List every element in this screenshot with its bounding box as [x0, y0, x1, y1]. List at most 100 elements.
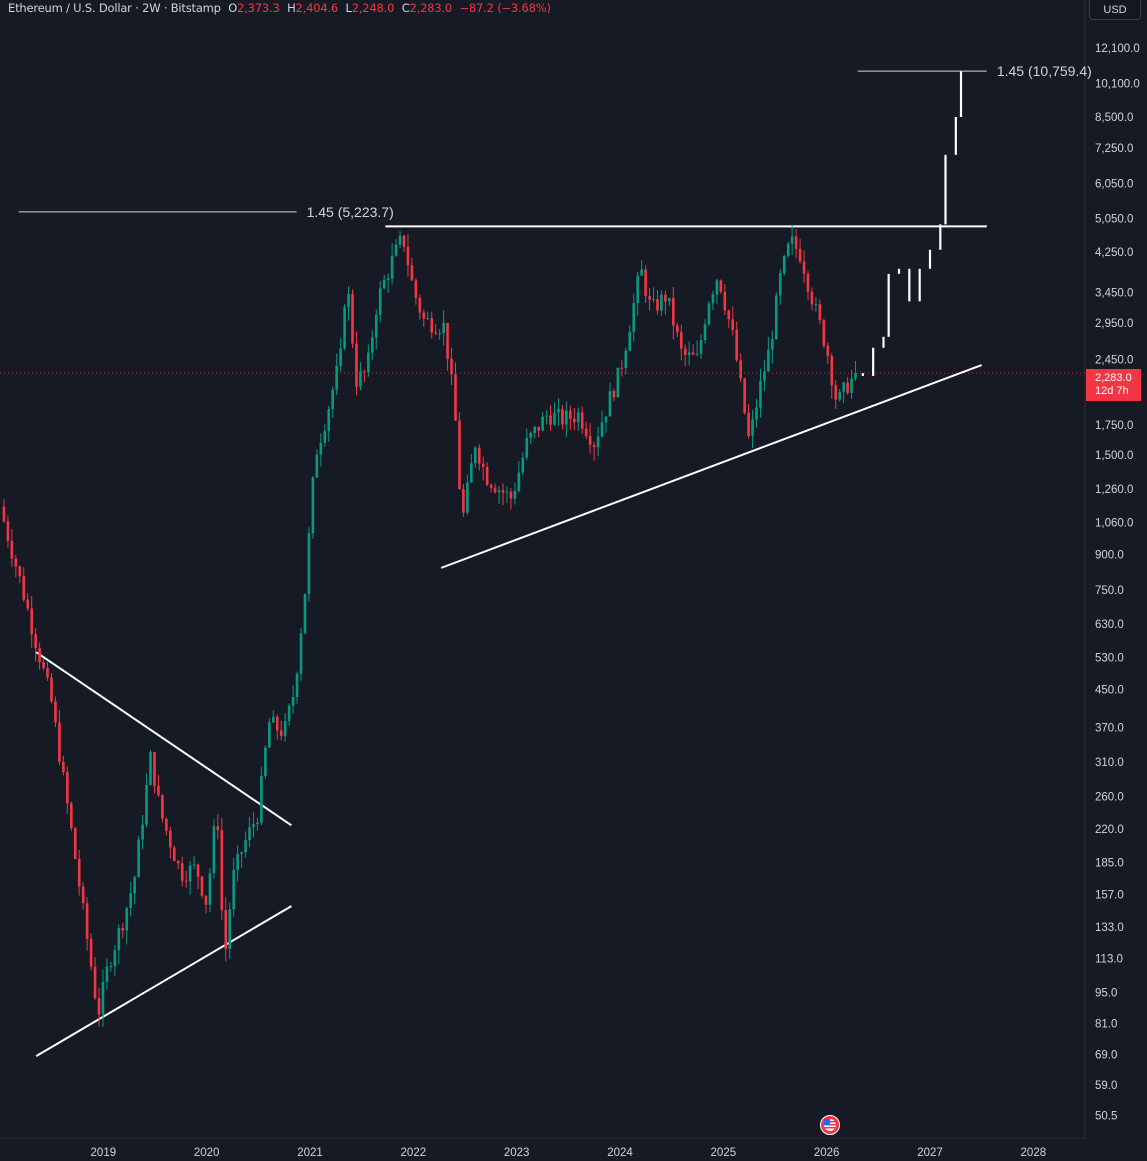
candle-body [271, 716, 275, 723]
candle-body [462, 488, 465, 513]
candle-body [386, 278, 390, 281]
candle-body [268, 722, 271, 748]
x-tick-label: 2021 [297, 1147, 323, 1159]
candle-body [224, 910, 228, 950]
candle-body [220, 830, 224, 911]
candle-body [573, 418, 576, 423]
candle-body [335, 365, 338, 390]
candle-body [731, 319, 735, 330]
candle-body [842, 382, 845, 392]
candle-body [26, 599, 30, 609]
candle-body [418, 298, 422, 313]
candle-body [624, 350, 628, 369]
candle-body [434, 332, 437, 334]
candle-body [715, 280, 719, 295]
candle-body [97, 998, 101, 1015]
candle-body [426, 318, 430, 320]
candle-body [438, 333, 441, 335]
candle-body [584, 428, 588, 436]
candle-body [454, 374, 457, 421]
candle-body [782, 256, 786, 274]
candle-body [545, 415, 548, 417]
y-tick-label: 260.0 [1095, 791, 1124, 803]
us-flag-icon[interactable] [820, 1115, 840, 1135]
candle-body [723, 291, 727, 311]
candle-body [192, 864, 196, 866]
candle-body [34, 634, 37, 649]
candle-body [169, 830, 172, 848]
x-tick-label: 2028 [1021, 1147, 1047, 1159]
candle-body [355, 343, 358, 387]
y-tick-label: 50.5 [1095, 1111, 1117, 1123]
candle-body [42, 662, 45, 669]
candle-body [703, 324, 707, 341]
y-tick-label: 81.0 [1095, 1019, 1117, 1031]
y-tick-label: 95.0 [1095, 987, 1117, 999]
candle-body [125, 908, 129, 931]
y-tick-label: 2,450.0 [1095, 354, 1133, 366]
candle-body [529, 432, 533, 438]
candle-body [485, 466, 489, 486]
trendline-lower-wedge [35, 905, 292, 1058]
candle-body [767, 349, 770, 372]
candle-body [113, 950, 117, 967]
candle-body [632, 303, 636, 332]
candle-body [200, 876, 204, 896]
candle-body [644, 269, 647, 297]
candle-body [295, 673, 299, 697]
currency-button[interactable]: USD [1089, 0, 1141, 20]
y-tick-label: 220.0 [1095, 824, 1124, 836]
candle-body [2, 506, 6, 522]
candle-body [830, 355, 834, 386]
candle-body [382, 280, 386, 289]
candle-body [553, 412, 556, 425]
candle-body [327, 409, 331, 432]
candle-body [458, 420, 461, 489]
candle-body [493, 487, 497, 493]
candle-body [149, 752, 152, 785]
candle-body [414, 280, 418, 299]
candle-body [672, 298, 675, 326]
y-tick-label: 630.0 [1095, 619, 1124, 631]
candle-body [664, 294, 667, 302]
candle-body [834, 385, 838, 400]
candle-body [771, 339, 774, 350]
candle-body [62, 761, 65, 773]
candle-body [477, 447, 481, 464]
candle-body [580, 412, 584, 429]
candle-body [54, 701, 57, 723]
candle-body [826, 345, 830, 356]
candle-body [351, 294, 354, 344]
symbol-title[interactable]: Ethereum / U.S. Dollar · 2W · Bitstamp [8, 1, 221, 15]
candle-body [121, 928, 125, 931]
candle-body [727, 310, 731, 320]
candle-body [129, 893, 133, 909]
candle-body [473, 447, 477, 464]
candle-body [739, 360, 742, 379]
low-label: L [345, 1, 352, 15]
candle-body [240, 852, 243, 855]
candle-body [307, 533, 311, 594]
candle-body [331, 389, 335, 410]
y-tick-label: 530.0 [1095, 653, 1124, 665]
candle-body [101, 981, 105, 1015]
annotation-label: 1.45 (5,223.7) [307, 204, 394, 220]
candle-body [660, 294, 663, 311]
y-tick-label: 7,250.0 [1095, 143, 1133, 155]
candle-body [422, 312, 426, 319]
candle-body [188, 865, 192, 882]
x-tick-label: 2024 [607, 1147, 633, 1159]
y-tick-label: 59.0 [1095, 1080, 1117, 1092]
candle-body [592, 444, 596, 448]
candle-body [802, 261, 806, 274]
candle-body [513, 490, 517, 499]
candle-body [89, 938, 93, 967]
y-tick-label: 133.0 [1095, 922, 1124, 934]
annotation-label: 1.45 (10,759.4) [997, 63, 1092, 79]
candle-body [275, 716, 279, 731]
y-tick-label: 6,050.0 [1095, 178, 1133, 190]
candle-body [818, 304, 822, 321]
candle-body [846, 382, 849, 394]
